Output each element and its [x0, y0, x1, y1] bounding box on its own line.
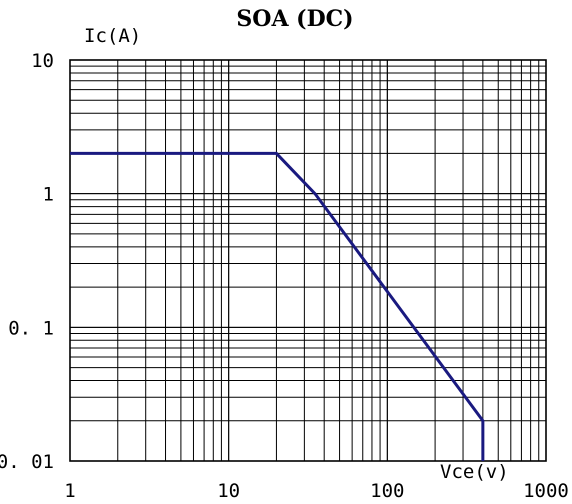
y-axis-label: Ic(A)	[84, 25, 141, 47]
x-tick-label: 10	[217, 480, 240, 502]
y-tick-label: 0. 1	[8, 317, 54, 339]
chart-title: SOA (DC)	[236, 6, 353, 32]
y-tick-label: 1	[43, 184, 54, 206]
plot-border	[69, 59, 547, 462]
y-tick-label: 0. 01	[0, 451, 54, 473]
x-axis-label: Vce(v)	[440, 461, 509, 483]
x-tick-label: 100	[370, 480, 404, 502]
soa-limit-line	[70, 151, 485, 461]
plot-frame	[69, 59, 547, 462]
tick-labels: 1 10 100 1000 10 1 0. 1 0. 01	[0, 50, 569, 502]
y-tick-label: 10	[31, 50, 54, 72]
x-tick-label: 1	[64, 480, 75, 502]
grid	[69, 59, 547, 462]
x-tick-label: 1000	[523, 480, 569, 502]
series-layer	[70, 151, 485, 461]
